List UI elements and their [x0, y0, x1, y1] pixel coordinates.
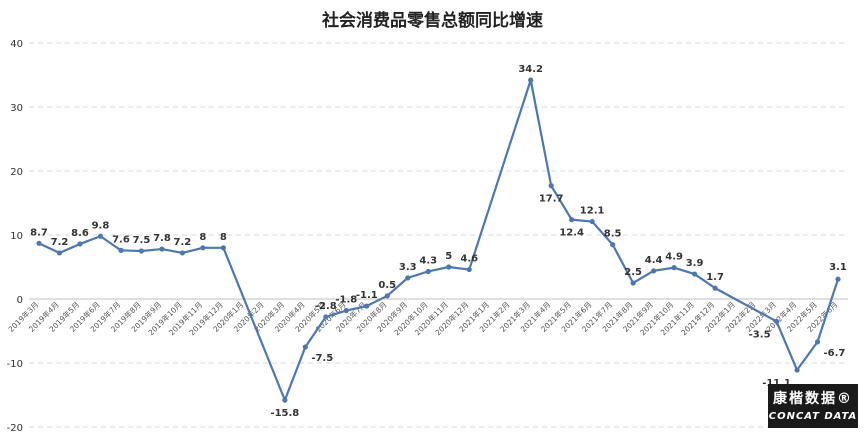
- data-label: 8.7: [30, 227, 48, 238]
- data-label: 8: [199, 232, 206, 243]
- data-label: -6.7: [824, 348, 846, 359]
- data-point: [794, 367, 800, 373]
- data-label: 3.1: [829, 262, 847, 273]
- data-label: -1.8: [335, 295, 357, 306]
- brand-logo: 康楷数据® CONCAT DATA: [768, 384, 858, 428]
- data-label: 7.2: [174, 237, 192, 248]
- data-point: [466, 266, 472, 273]
- data-label: 4.3: [419, 255, 437, 266]
- series-line: [38, 79, 840, 402]
- data-point: [77, 241, 83, 247]
- logo-cn-text: 康楷数据®: [773, 391, 853, 407]
- data-label: 2.5: [624, 267, 642, 278]
- data-point: [405, 275, 411, 281]
- y-tick-label: -10: [7, 359, 23, 370]
- data-label: 4.9: [665, 252, 683, 263]
- data-label: 3.9: [686, 258, 704, 269]
- data-label: 5: [445, 251, 452, 262]
- data-label: -1.1: [356, 290, 378, 301]
- chart-title: 社会消费品零售总额同比增速: [322, 11, 543, 31]
- data-point: [220, 245, 226, 251]
- data-point: [630, 280, 636, 286]
- data-point: [323, 314, 329, 320]
- data-point: [159, 246, 165, 252]
- data-label: 12.4: [559, 228, 584, 239]
- data-point: [548, 183, 554, 189]
- data-point: [814, 339, 821, 345]
- data-label: 3.3: [399, 262, 417, 273]
- data-point: [364, 303, 370, 309]
- data-label: 7.6: [112, 234, 130, 245]
- data-point: [569, 217, 575, 223]
- data-point: [691, 271, 698, 277]
- data-point: [384, 293, 390, 299]
- data-label: -15.8: [270, 408, 299, 419]
- y-tick-label: 30: [10, 103, 23, 114]
- data-label: 12.1: [580, 206, 605, 217]
- data-label: 4.6: [460, 254, 478, 265]
- data-label: -2.8: [315, 301, 337, 312]
- data-point: [179, 250, 186, 256]
- data-point: [200, 245, 206, 251]
- data-label: 7.2: [51, 237, 69, 248]
- data-point: [773, 318, 780, 324]
- y-tick-label: 10: [10, 231, 23, 242]
- data-label: 17.7: [539, 194, 564, 205]
- data-point: [138, 248, 145, 254]
- data-point: [651, 268, 657, 274]
- data-label: 8.6: [71, 228, 89, 239]
- data-point: [302, 344, 308, 350]
- y-tick-label: 20: [10, 167, 23, 178]
- data-label: 0.5: [378, 280, 396, 291]
- data-point: [97, 233, 104, 239]
- data-point: [446, 264, 452, 270]
- data-point: [343, 307, 349, 314]
- data-label: -11.1: [762, 378, 791, 389]
- data-point: [118, 247, 124, 253]
- data-label: 8: [220, 232, 227, 243]
- data-label: -3.5: [749, 329, 771, 340]
- data-label: 7.5: [133, 235, 151, 246]
- data-point: [425, 268, 431, 275]
- data-point: [712, 285, 718, 291]
- data-label: 9.8: [92, 220, 110, 231]
- data-label: -7.5: [311, 353, 333, 364]
- data-point: [36, 240, 42, 246]
- data-label: 4.4: [645, 255, 663, 266]
- logo-en-text: CONCAT DATA: [768, 411, 858, 422]
- data-label: 8.5: [604, 229, 622, 240]
- data-point: [835, 276, 841, 282]
- y-tick-label: 40: [10, 39, 23, 50]
- y-tick-label: 0: [17, 295, 23, 306]
- data-label: 7.8: [153, 233, 171, 244]
- data-point: [671, 265, 677, 271]
- data-point: [589, 218, 595, 225]
- data-label: 34.2: [518, 64, 543, 75]
- y-tick-label: -20: [7, 423, 23, 434]
- data-point: [56, 250, 63, 256]
- data-point: [610, 242, 616, 248]
- data-point: [528, 77, 534, 83]
- data-label: 1.7: [706, 272, 724, 283]
- data-point: [282, 397, 288, 403]
